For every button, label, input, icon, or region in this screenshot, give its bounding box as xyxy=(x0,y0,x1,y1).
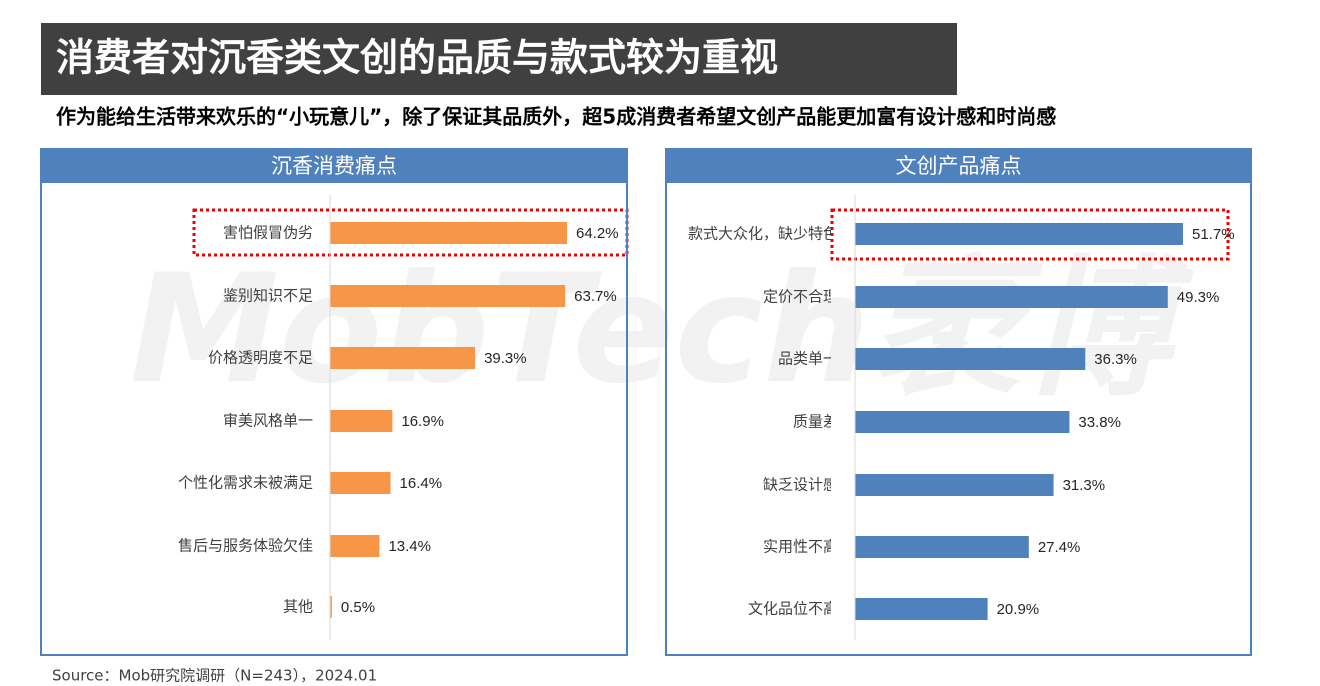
bar xyxy=(330,347,476,369)
bar xyxy=(855,348,1086,370)
category-label: 文化品位不高 xyxy=(748,600,838,618)
category-label: 款式大众化，缺少特色 xyxy=(688,225,838,243)
bar xyxy=(330,472,391,494)
category-label: 价格透明度不足 xyxy=(208,349,313,367)
panel-header xyxy=(666,149,1251,183)
value-label: 33.8% xyxy=(1078,414,1121,431)
category-label: 质量差 xyxy=(793,413,838,431)
bar xyxy=(330,222,567,244)
chart-title: 文创产品痛点 xyxy=(896,154,1022,178)
value-label: 39.3% xyxy=(484,350,527,367)
bar xyxy=(855,223,1183,245)
highlight-box xyxy=(830,208,1230,261)
chart-title: 沉香消费痛点 xyxy=(271,154,397,178)
title-bg xyxy=(41,23,957,95)
value-label: 63.7% xyxy=(574,288,617,305)
bar xyxy=(855,474,1054,496)
value-label: 36.3% xyxy=(1094,351,1137,368)
value-label: 0.5% xyxy=(341,599,375,616)
category-label: 缺乏设计感 xyxy=(763,476,838,494)
slide-title: 消费者对沉香类文创的品质与款式较为重视 xyxy=(56,36,778,80)
bar xyxy=(330,285,566,307)
value-label: 49.3% xyxy=(1177,289,1220,306)
bar xyxy=(330,596,332,618)
category-label: 害怕假冒伪劣 xyxy=(223,224,313,242)
bar xyxy=(855,286,1168,308)
value-label: 13.4% xyxy=(388,538,431,555)
category-label: 鉴别知识不足 xyxy=(223,287,313,305)
category-label: 实用性不高 xyxy=(763,538,838,556)
value-label: 16.9% xyxy=(401,413,444,430)
source: Source：Mob研究院调研（N=243），2024.01 xyxy=(52,667,377,685)
subtitle: 作为能给生活带来欢乐的“小玩意儿”，除了保证其品质外，超5成消费者希望文创产品能… xyxy=(56,105,1056,129)
value-label: 20.9% xyxy=(997,601,1040,618)
watermark: MobTech袤博 xyxy=(130,243,1195,417)
bar xyxy=(855,598,988,620)
value-label: 27.4% xyxy=(1038,539,1081,556)
highlight-box xyxy=(192,208,629,257)
category-label: 定价不合理 xyxy=(763,288,838,306)
bar xyxy=(855,411,1070,433)
bar xyxy=(330,535,380,557)
value-label: 31.3% xyxy=(1063,477,1106,494)
category-label: 个性化需求未被满足 xyxy=(178,474,313,492)
category-label: 品类单一 xyxy=(778,350,838,368)
category-label: 售后与服务体验欠佳 xyxy=(178,537,313,555)
value-label: 16.4% xyxy=(400,475,443,492)
category-label: 其他 xyxy=(283,598,313,616)
category-label: 审美风格单一 xyxy=(223,412,313,430)
bar xyxy=(330,410,393,432)
value-label: 51.7% xyxy=(1192,226,1235,243)
value-label: 64.2% xyxy=(576,225,619,242)
bar xyxy=(855,536,1029,558)
panel-header xyxy=(41,149,627,183)
